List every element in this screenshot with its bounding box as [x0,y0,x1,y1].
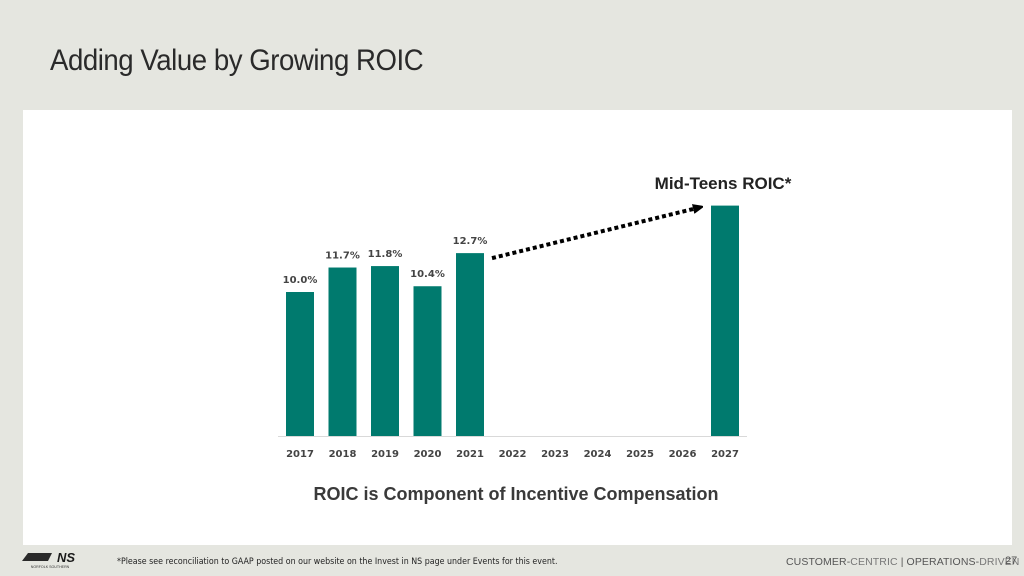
chart-subtitle: ROIC is Component of Incentive Compensat… [313,484,718,504]
x-tick-2024: 2024 [584,449,612,460]
data-label-2019: 11.8% [368,249,403,260]
data-label-2018: 11.7% [325,251,360,262]
x-tick-2022: 2022 [499,449,527,460]
svg-text:NS: NS [57,551,75,565]
chart-panel [23,110,1012,545]
data-label-2017: 10.0% [283,275,318,286]
norfolk-southern-logo: NS NORFOLK SOUTHERN [22,551,75,569]
svg-text:NORFOLK SOUTHERN: NORFOLK SOUTHERN [31,565,70,569]
x-tick-2020: 2020 [414,449,442,460]
x-tick-2021: 2021 [456,449,484,460]
bar-2017 [286,292,314,436]
tagline: CUSTOMER-CENTRIC | OPERATIONS-DRIVEN [786,556,1020,568]
page-number: 27 [1005,555,1018,567]
x-tick-2017: 2017 [286,449,314,460]
bar-2020 [413,286,442,436]
slide-title: Adding Value by Growing ROIC [50,44,424,77]
trend-arrow [491,208,699,261]
x-tick-2019: 2019 [371,449,399,460]
x-tick-2027: 2027 [711,449,739,460]
x-tick-2023: 2023 [541,449,569,460]
bar-2019 [371,266,399,436]
bar-2018 [328,267,357,436]
mid-teens-annotation: Mid-Teens ROIC* [655,174,792,193]
data-label-2021: 12.7% [453,236,488,247]
x-tick-2018: 2018 [329,449,357,460]
data-label-2020: 10.4% [410,269,445,280]
bar-2027 [711,205,739,436]
x-tick-2026: 2026 [669,449,697,460]
footnote: *Please see reconciliation to GAAP poste… [117,557,558,567]
x-tick-2025: 2025 [626,449,654,460]
bar-2021 [456,253,484,436]
